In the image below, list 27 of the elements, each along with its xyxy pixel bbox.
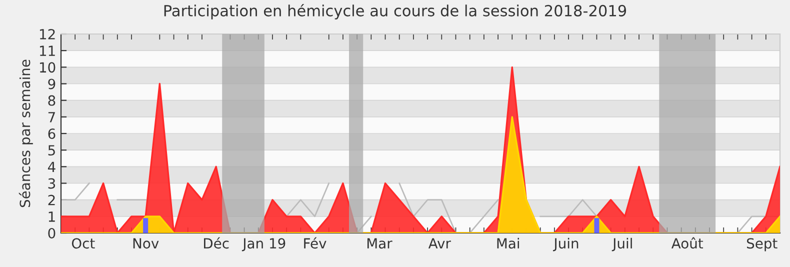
y-tick-label: 5 — [48, 145, 55, 156]
x-tick-label: Août — [671, 237, 704, 249]
x-tick-label: Sept — [746, 238, 778, 252]
y-tick-label: 11 — [40, 46, 55, 56]
chart-title: Participation en hémicycle au cours de la session 2018-2019 — [164, 4, 626, 20]
x-tick-label: Nov — [133, 238, 159, 249]
x-tick-label: Juin — [553, 238, 578, 252]
y-tick-label: 8 — [48, 95, 56, 106]
x-tick-label: Mai — [497, 238, 519, 249]
y-tick-label: 4 — [48, 162, 56, 172]
y-axis-title: Séances par semaine — [18, 60, 33, 208]
y-tick-label: 12 — [40, 28, 55, 40]
x-tick-label: Juil — [612, 238, 632, 252]
x-tick-label: Mar — [367, 238, 392, 249]
y-tick-label: 7 — [48, 112, 55, 122]
x-tick-label: Avr — [428, 238, 451, 248]
x-tick-label: Fév — [304, 237, 326, 249]
y-tick-label: 2 — [48, 194, 55, 206]
y-tick-label: 3 — [48, 178, 56, 189]
y-tick-label: 9 — [48, 78, 56, 90]
x-tick-label: Oct — [72, 238, 95, 249]
y-tick-label: 0 — [48, 228, 56, 238]
x-tick-label: Déc — [204, 237, 229, 249]
y-tick-label: 10 — [40, 62, 56, 73]
y-tick-label: 1 — [48, 212, 55, 222]
y-tick-label: 6 — [48, 128, 56, 139]
x-tick-label: Jan 19 — [242, 238, 286, 252]
